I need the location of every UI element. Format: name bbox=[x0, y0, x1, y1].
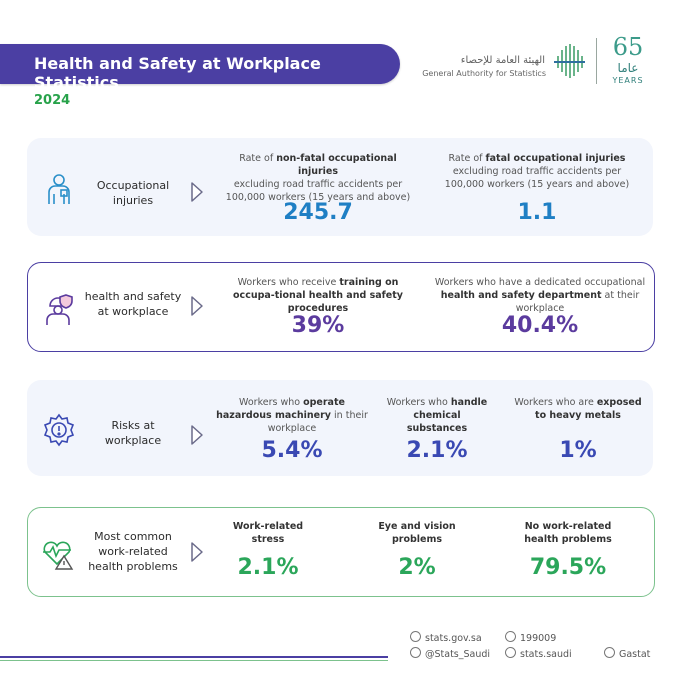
stat-description: Work-related stress bbox=[232, 521, 304, 545]
footer-linkedin[interactable]: Gastat bbox=[604, 647, 650, 660]
stat-value: 2.1% bbox=[406, 438, 468, 463]
section-health-problems bbox=[27, 507, 655, 597]
footer-instagram[interactable]: stats.saudi bbox=[505, 647, 572, 660]
stat-value: 40.4% bbox=[501, 313, 579, 338]
stat-value: 2.1% bbox=[237, 555, 299, 580]
chevron-right-icon bbox=[191, 425, 203, 445]
section-label: Risks at workplace bbox=[104, 419, 162, 447]
instagram-icon bbox=[505, 647, 516, 658]
gear-warning-icon bbox=[43, 413, 75, 447]
heart-warning-icon bbox=[43, 541, 74, 570]
section-occupational-injuries bbox=[27, 138, 653, 236]
stat-value: 2% bbox=[398, 555, 436, 580]
chevron-right-icon bbox=[191, 296, 203, 316]
section-label: Occupational injuries bbox=[96, 179, 170, 207]
anniversary-years: YEARS bbox=[612, 76, 644, 85]
section-health-safety bbox=[27, 262, 655, 352]
stat-description: Workers who operate hazardous machinery … bbox=[216, 397, 368, 434]
globe-icon bbox=[410, 631, 421, 642]
anniversary-arabic: عاما bbox=[617, 61, 639, 75]
section-risks bbox=[27, 380, 653, 476]
stat-description: Rate of non-fatal occupational injuries e… bbox=[225, 153, 411, 203]
footer-phone[interactable]: 199009 bbox=[505, 631, 556, 644]
stat-value: 39% bbox=[291, 313, 345, 338]
logo-arabic-text: الهيئة العامة للإحصاء bbox=[460, 55, 545, 66]
stat-description: Workers who receive training on occupa-t… bbox=[233, 277, 403, 314]
section-label: health and safety at workplace bbox=[84, 290, 182, 318]
stat-description: Workers who have a dedicated occupationa… bbox=[434, 277, 646, 314]
gastat-logo-icon bbox=[554, 44, 585, 78]
stat-description: Eye and vision problems bbox=[378, 521, 456, 545]
stat-value: 1% bbox=[559, 438, 597, 463]
worker-shield-icon bbox=[46, 294, 73, 325]
page-title: Health and Safety at Workplace Statistic… bbox=[34, 54, 321, 92]
linkedin-icon bbox=[604, 647, 615, 658]
stat-description: Workers who are exposed to heavy metals bbox=[514, 397, 642, 421]
section-label: Most common work-related health problems bbox=[88, 530, 178, 573]
stat-description: No work-related health problems bbox=[524, 521, 612, 545]
footer-website[interactable]: stats.gov.sa bbox=[410, 631, 482, 644]
stat-value: 79.5% bbox=[529, 555, 607, 580]
phone-icon bbox=[505, 631, 516, 642]
stat-description: Rate of fatal occupational injuries exclu… bbox=[444, 153, 630, 190]
footer-divider bbox=[0, 660, 388, 661]
stat-value: 5.4% bbox=[261, 438, 323, 463]
person-injury-icon bbox=[48, 174, 70, 204]
chevron-right-icon bbox=[191, 542, 203, 562]
logo-divider bbox=[596, 38, 597, 84]
chevron-right-icon bbox=[191, 182, 203, 202]
stat-value: 1.1 bbox=[517, 200, 557, 225]
logo-english-text: General Authority for Statistics bbox=[422, 69, 546, 78]
x-icon bbox=[410, 647, 421, 658]
anniversary-number: 65 bbox=[612, 33, 644, 61]
footer-twitter[interactable]: @Stats_Saudi bbox=[410, 647, 490, 660]
stat-description: Workers who handle chemical substances bbox=[386, 397, 488, 434]
title-bar: Health and Safety at Workplace Statistic… bbox=[0, 44, 400, 92]
year-label: 2024 bbox=[34, 93, 71, 108]
stat-value: 245.7 bbox=[283, 200, 353, 225]
footer-divider bbox=[0, 656, 388, 658]
